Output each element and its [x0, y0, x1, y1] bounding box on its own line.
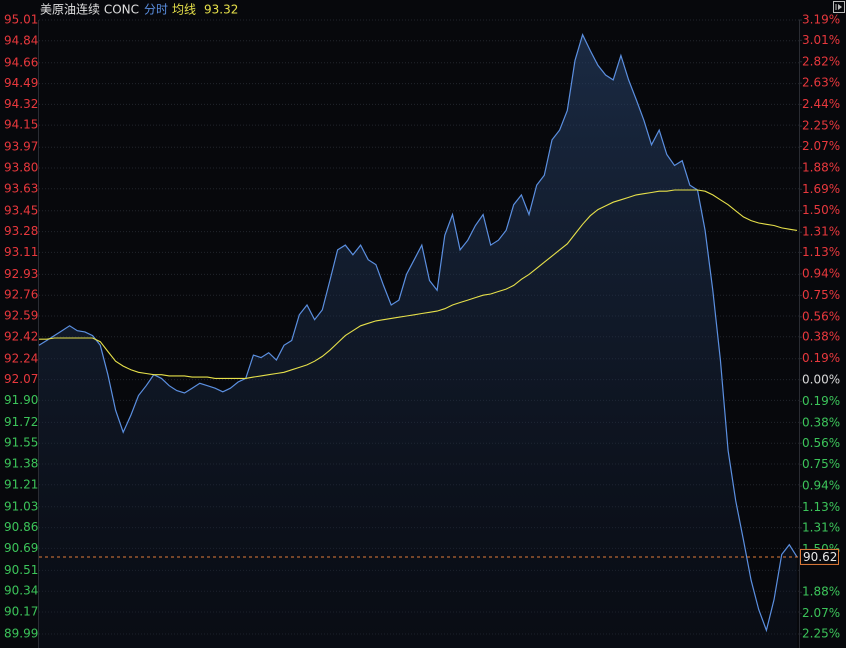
y2-tick-label: 0.75% [802, 288, 840, 302]
price-line [38, 33, 798, 633]
y2-tick-label: 0.75% [802, 457, 840, 471]
y-tick-label: 91.03 [4, 499, 38, 513]
current-price-label: 90.62 [803, 550, 837, 564]
price-area [39, 34, 797, 648]
y2-tick-label: 1.50% [802, 203, 840, 217]
corner-icon[interactable] [833, 1, 845, 13]
y2-tick-label: 1.69% [802, 182, 840, 196]
y2-tick-label: 3.19% [802, 13, 840, 27]
y2-tick-label: 2.63% [802, 76, 840, 90]
y2-tick-label: 1.88% [802, 585, 840, 599]
mode-label: 分时 [144, 3, 168, 17]
y2-tick-label: 1.31% [802, 225, 840, 239]
y-tick-label: 94.84 [4, 33, 38, 47]
y-tick-label: 90.69 [4, 541, 38, 555]
y-tick-label: 90.17 [4, 604, 38, 618]
y-tick-label: 94.15 [4, 118, 38, 132]
y2-tick-label: 0.38% [802, 415, 840, 429]
icon-arrow[interactable] [838, 4, 842, 10]
y-tick-label: 91.21 [4, 477, 38, 491]
plot [38, 33, 799, 648]
y-tick-label: 94.32 [4, 97, 38, 111]
y-tick-label: 93.63 [4, 181, 38, 195]
y2-tick-label: 0.38% [802, 330, 840, 344]
y2-tick-label: 2.44% [802, 97, 840, 111]
y-tick-label: 92.93 [4, 267, 38, 281]
y2-tick-label: 1.13% [802, 245, 840, 259]
y-tick-label: 91.72 [4, 415, 38, 429]
y2-tick-label: 3.01% [802, 33, 840, 47]
y-tick-label: 90.34 [4, 584, 38, 598]
axes: 95.01 94.84 94.66 94.49 94.32 94.15 93.97 93.80… [4, 13, 840, 641]
chart-title: 美原油连续 CONC [40, 2, 139, 17]
y2-tick-label: 0.94% [802, 266, 840, 280]
y2-tick-label: 0.19% [802, 394, 840, 408]
y-tick-label: 95.01 [4, 13, 38, 27]
y2-tick-label: 1.31% [802, 520, 840, 534]
y-tick-label: 93.80 [4, 160, 38, 174]
avg-line [39, 189, 798, 379]
y-tick-label: 94.49 [4, 76, 38, 90]
y-tick-label: 92.76 [4, 288, 38, 302]
y2-tick-label: 0.94% [802, 479, 840, 493]
y-tick-label: 92.59 [4, 308, 38, 322]
y-tick-label: 93.97 [4, 140, 38, 154]
y-tick-label: 90.51 [4, 563, 38, 577]
y-tick-label: 91.90 [4, 393, 38, 407]
y-tick-label: 92.24 [4, 351, 38, 365]
y-tick-label: 91.55 [4, 436, 38, 450]
y2-tick-label: 1.13% [802, 500, 840, 514]
y-tick-label: 93.45 [4, 203, 38, 217]
avg-label: 均线 [172, 3, 196, 17]
y2-tick-label: 0.56% [802, 309, 840, 323]
y2-tick-label: 1.88% [802, 160, 840, 174]
y2-tick-label: 2.07% [802, 606, 840, 620]
y-tick-label: 92.07 [4, 372, 38, 386]
y-tick-label: 94.66 [4, 55, 38, 69]
y-tick-label: 92.42 [4, 329, 38, 343]
current-price-box [800, 548, 839, 565]
avg-price: 93.32 [204, 3, 238, 17]
y-tick-label: 93.11 [4, 245, 38, 259]
y2-tick-label: 0.00% [802, 373, 840, 387]
y2-tick-label: 0.19% [802, 351, 840, 365]
y2-tick-label: 2.25% [802, 119, 840, 133]
y2-tick-label: 2.07% [802, 139, 840, 153]
icon-frame[interactable] [833, 1, 845, 13]
y-tick-label: 93.28 [4, 224, 38, 238]
y-tick-label: 89.99 [4, 627, 38, 641]
y2-tick-label: 0.56% [802, 436, 840, 450]
y2-tick-label: 2.25% [802, 627, 840, 641]
y-tick-label: 90.86 [4, 520, 38, 534]
y2-tick-label: 2.82% [802, 54, 840, 68]
y-tick-label: 91.38 [4, 456, 38, 470]
